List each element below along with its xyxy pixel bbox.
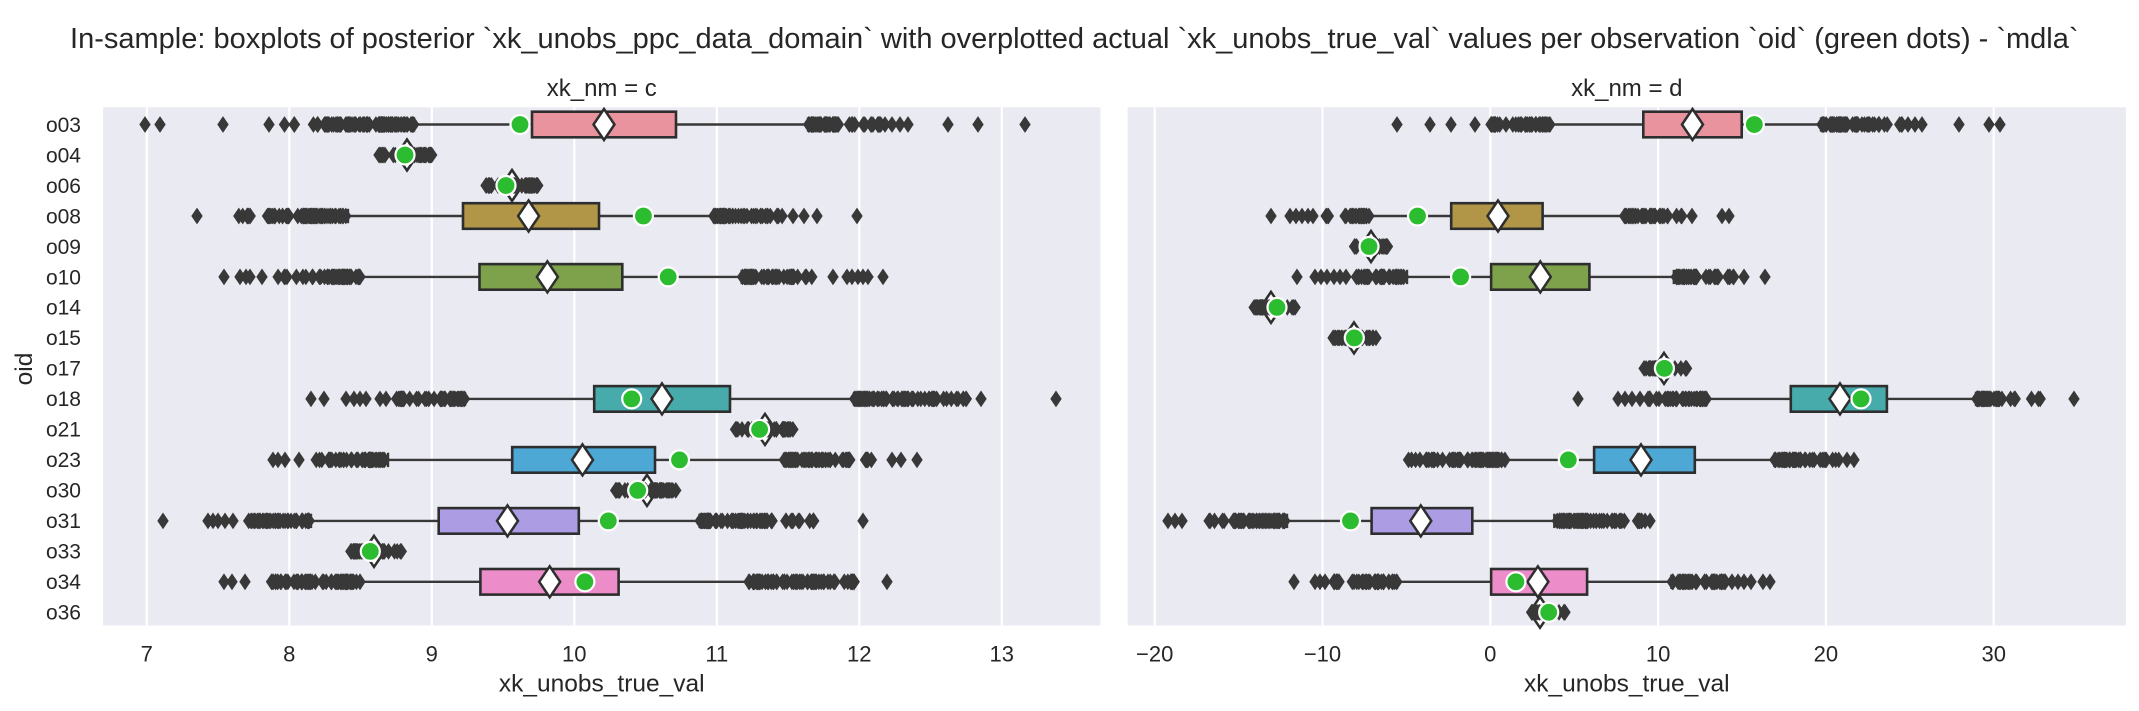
svg-text:11: 11 (705, 642, 728, 667)
svg-text:o31: o31 (46, 510, 81, 533)
svg-text:10: 10 (562, 642, 586, 667)
svg-text:o33: o33 (46, 541, 81, 564)
svg-text:9: 9 (426, 642, 438, 667)
svg-text:12: 12 (847, 642, 871, 667)
svg-text:o03: o03 (46, 114, 81, 137)
svg-text:o06: o06 (46, 175, 81, 198)
svg-text:oid: oid (11, 353, 38, 386)
svg-text:20: 20 (1814, 642, 1838, 667)
svg-text:7: 7 (141, 642, 153, 667)
svg-text:o08: o08 (46, 205, 81, 228)
svg-text:13: 13 (990, 642, 1014, 667)
svg-text:xk_nm = d: xk_nm = d (1571, 75, 1682, 102)
svg-text:xk_nm = c: xk_nm = c (547, 75, 657, 102)
svg-text:−20: −20 (1136, 642, 1173, 667)
svg-text:o36: o36 (46, 602, 81, 625)
svg-text:o14: o14 (46, 297, 81, 320)
svg-text:o10: o10 (46, 266, 81, 289)
svg-text:xk_unobs_true_val: xk_unobs_true_val (499, 671, 705, 698)
svg-text:o04: o04 (46, 144, 81, 167)
svg-text:o18: o18 (46, 388, 81, 411)
svg-text:o17: o17 (46, 358, 81, 381)
svg-text:10: 10 (1646, 642, 1670, 667)
svg-text:0: 0 (1484, 642, 1496, 667)
svg-text:xk_unobs_true_val: xk_unobs_true_val (1524, 671, 1730, 698)
svg-text:o23: o23 (46, 449, 81, 472)
svg-text:o21: o21 (46, 419, 81, 442)
svg-text:−10: −10 (1304, 642, 1341, 667)
svg-text:In-sample: boxplots of posteri: In-sample: boxplots of posterior `xk_uno… (70, 23, 2079, 55)
svg-text:o34: o34 (46, 571, 81, 594)
svg-text:o15: o15 (46, 327, 81, 350)
svg-text:o09: o09 (46, 236, 81, 259)
svg-text:o30: o30 (46, 480, 81, 503)
svg-text:30: 30 (1981, 642, 2005, 667)
svg-text:8: 8 (283, 642, 295, 667)
